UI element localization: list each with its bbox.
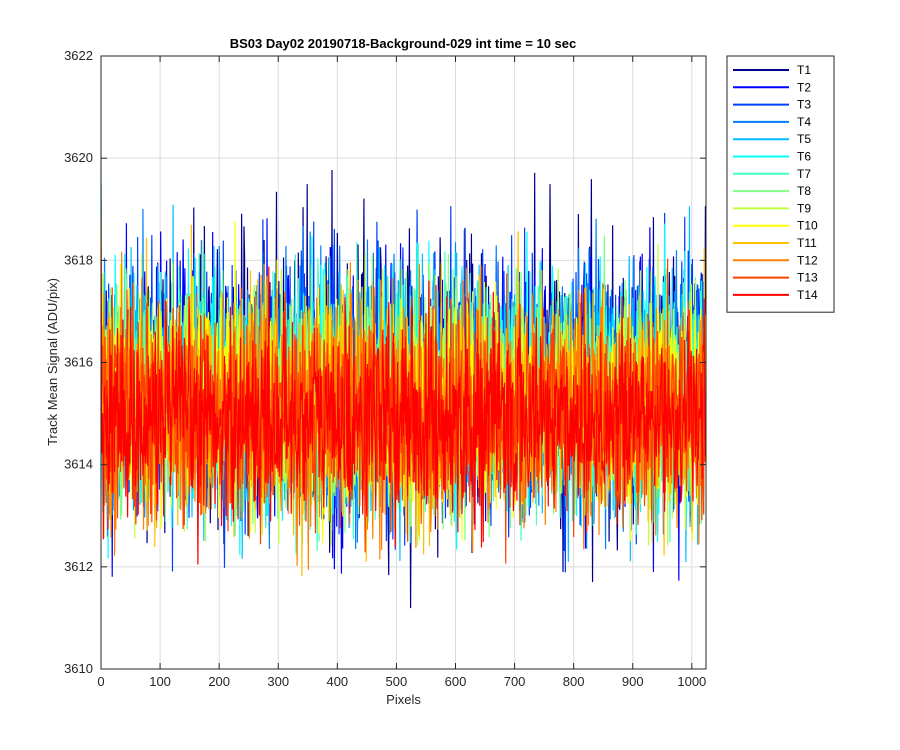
x-tick-label: 0 <box>97 674 104 689</box>
x-tick-label: 800 <box>563 674 585 689</box>
legend-label: T13 <box>797 271 818 285</box>
chart-title: BS03 Day02 20190718-Background-029 int t… <box>230 36 577 51</box>
series-t14-line <box>101 248 706 565</box>
y-tick-label: 3612 <box>64 559 93 574</box>
y-tick-label: 3618 <box>64 252 93 267</box>
y-tick-label: 3620 <box>64 150 93 165</box>
y-tick-label: 3614 <box>64 457 93 472</box>
legend-label: T6 <box>797 150 811 164</box>
legend-label: T9 <box>797 201 811 215</box>
legend-label: T7 <box>797 167 811 181</box>
x-tick-label: 600 <box>445 674 467 689</box>
x-tick-label: 200 <box>208 674 230 689</box>
legend-label: T8 <box>797 184 811 198</box>
x-tick-label: 100 <box>149 674 171 689</box>
x-tick-label: 500 <box>386 674 408 689</box>
legend-label: T14 <box>797 288 818 302</box>
legend-box <box>726 55 835 313</box>
x-axis-label: Pixels <box>386 692 421 707</box>
x-tick-label: 900 <box>622 674 644 689</box>
y-tick-label: 3610 <box>64 661 93 676</box>
legend-label: T12 <box>797 253 818 267</box>
legend-label: T11 <box>797 236 817 250</box>
legend-label: T3 <box>797 98 811 112</box>
legend-label: T10 <box>797 219 818 233</box>
y-tick-label: 3622 <box>64 48 93 63</box>
legend-label: T1 <box>797 63 811 77</box>
legend-label: T4 <box>797 115 811 129</box>
y-axis-label: Track Mean Signal (ADU/pix) <box>45 278 60 446</box>
x-tick-label: 400 <box>326 674 348 689</box>
legend-label: T5 <box>797 132 811 146</box>
legend-label: T2 <box>797 80 811 94</box>
y-tick-label: 3616 <box>64 355 93 370</box>
series-lines <box>101 158 706 609</box>
x-tick-label: 300 <box>267 674 289 689</box>
x-tick-label: 1000 <box>677 674 706 689</box>
legend: T1 T2 T3 T4 T5 T6 T7 T8 T9 T10 T11 T12 T13 T14 <box>726 55 835 313</box>
x-tick-label: 700 <box>504 674 526 689</box>
axis-ticks: 0 100 200 300 400 500 600 700 800 900 1000 3610 3612… <box>64 48 706 689</box>
